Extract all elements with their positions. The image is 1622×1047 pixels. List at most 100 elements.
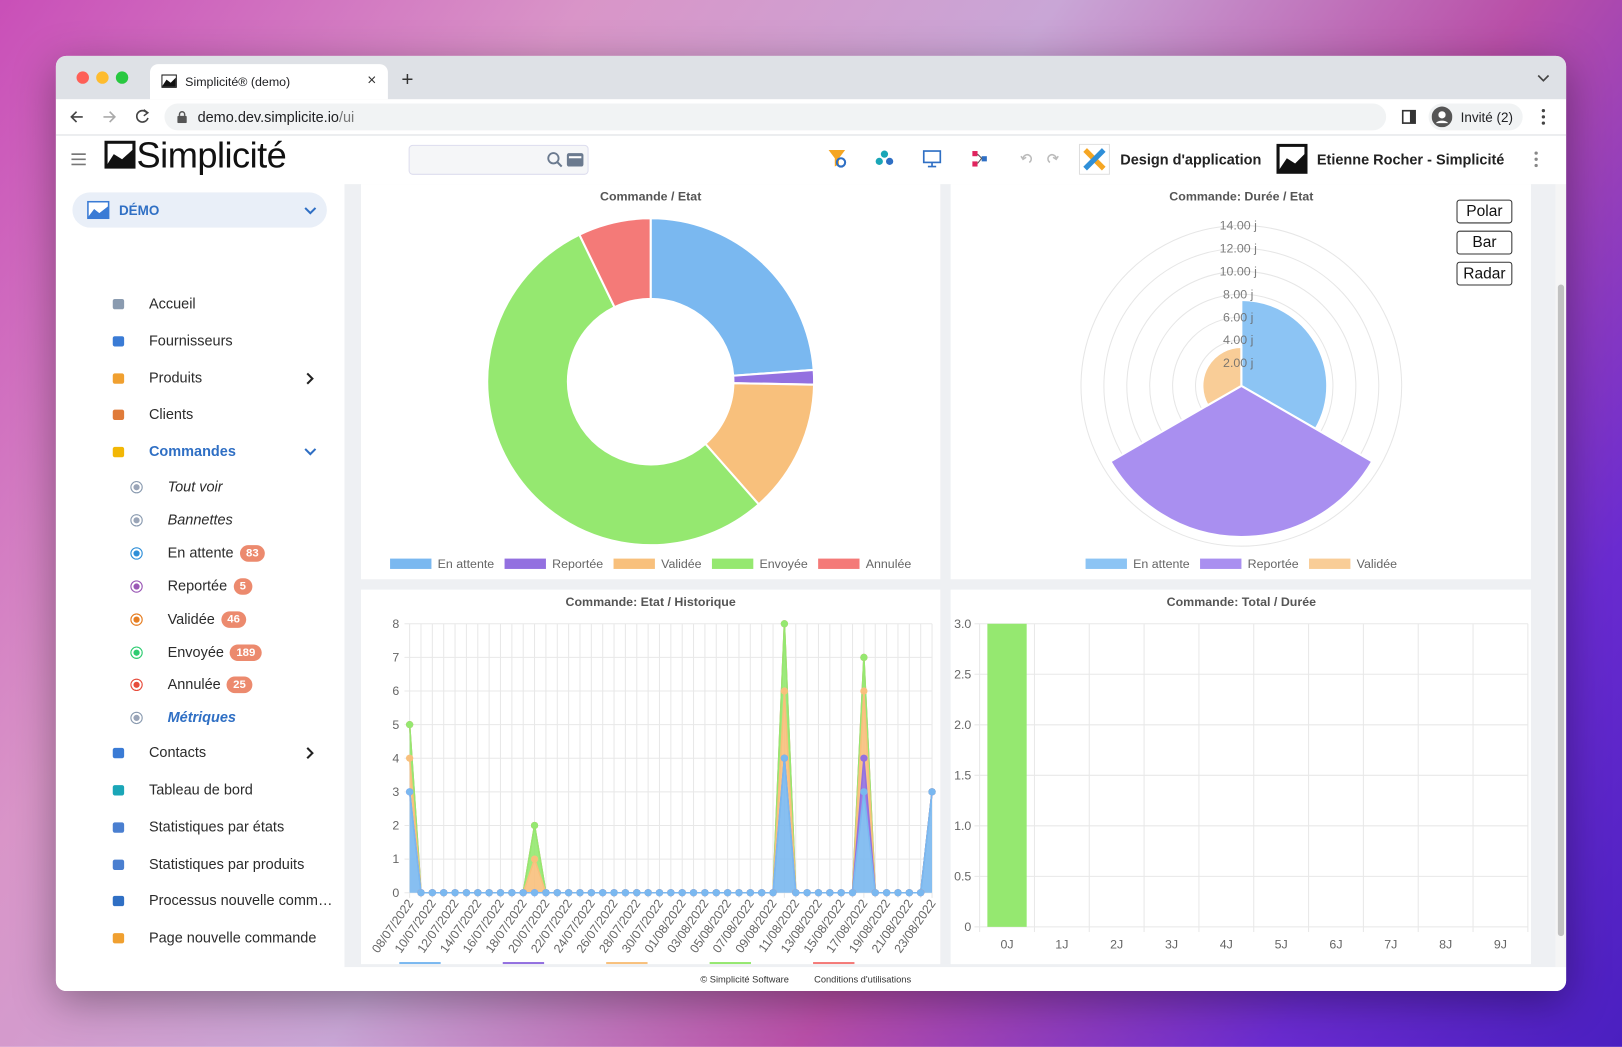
point[interactable] [917,889,925,897]
polar-sector[interactable] [1240,298,1329,431]
new-tab[interactable]: + [401,68,414,92]
scrollbar[interactable] [1555,184,1567,968]
side-panel-icon[interactable] [1401,109,1416,124]
point[interactable] [417,889,425,897]
search-box[interactable] [408,144,589,175]
point[interactable] [462,889,471,897]
browser-menu[interactable] [1541,109,1546,126]
nav-item[interactable]: Commandes [56,441,345,464]
legend-item[interactable]: Reportée [1200,557,1299,571]
point[interactable] [406,754,414,762]
point[interactable] [519,889,527,897]
legend-item[interactable]: Reportée [504,557,604,571]
maximize-window[interactable] [115,71,129,84]
scroll-thumb[interactable] [1557,284,1565,937]
nav-item[interactable]: Statistiques par produits [56,853,345,876]
point[interactable] [803,889,811,897]
nav-item[interactable]: Page nouvelle commande [56,927,345,950]
point[interactable] [587,889,595,897]
point[interactable] [485,889,493,897]
scope[interactable]: Design d'application [1120,151,1262,168]
point[interactable] [496,889,505,897]
point[interactable] [746,889,754,897]
nav-item[interactable]: Contacts [56,742,345,765]
point[interactable] [474,889,482,897]
nav-subitem[interactable]: Annulée 25 [56,674,345,697]
point[interactable] [406,721,414,729]
nav-item[interactable]: Clients [56,404,345,427]
menu-toggle[interactable] [71,153,86,166]
close-window[interactable] [76,71,89,84]
nav-subitem[interactable]: Reportée 5 [56,575,345,598]
point[interactable] [837,889,845,897]
nav-buttons[interactable] [68,109,171,126]
point[interactable] [826,889,834,897]
point[interactable] [758,889,766,897]
point[interactable] [451,889,459,897]
nav-subitem[interactable]: Bannettes [56,509,345,532]
close-tab[interactable]: × [367,71,377,89]
chart-switch-button[interactable]: Bar [1456,230,1513,255]
point[interactable] [440,889,448,897]
domain-header[interactable]: DÉMO [72,192,327,228]
point[interactable] [871,889,879,897]
tab-menu[interactable] [1537,74,1550,82]
point[interactable] [621,889,630,897]
legend-item[interactable]: Annulée [818,557,911,571]
polar-sector[interactable] [1201,345,1243,407]
point[interactable] [780,754,789,762]
nav-item[interactable]: Tableau de bord [56,779,345,802]
point[interactable] [701,889,709,897]
legend-item[interactable]: En attente [390,557,494,571]
point[interactable] [882,889,891,897]
point[interactable] [860,754,868,762]
point[interactable] [860,687,868,695]
nav-subitem[interactable]: Envoyée 189 [56,641,345,664]
point[interactable] [689,889,698,897]
point[interactable] [769,889,777,897]
donut-slice[interactable] [577,217,652,309]
point[interactable] [428,889,436,897]
point[interactable] [712,889,720,897]
point[interactable] [667,889,675,897]
point[interactable] [530,855,539,863]
point[interactable] [928,788,936,796]
point[interactable] [599,889,607,897]
point[interactable] [644,889,652,897]
point[interactable] [530,821,539,830]
logo[interactable]: Simplicité [136,135,287,176]
terms-link[interactable]: Conditions d'utilisations [814,974,912,985]
donut-slice[interactable] [649,217,815,377]
legend-item[interactable]: Validée [1309,557,1397,571]
app-menu[interactable] [1534,151,1538,168]
toolbar-icons[interactable] [827,148,1065,171]
point[interactable] [792,889,800,897]
point[interactable] [780,687,789,695]
point[interactable] [530,889,539,897]
point[interactable] [678,889,686,897]
nav-item[interactable]: Processus nouvelle comm… [56,890,345,913]
point[interactable] [610,889,618,897]
nav-subitem[interactable]: Tout voir [56,476,345,499]
point[interactable] [860,788,868,796]
donut-slice[interactable] [486,233,761,547]
point[interactable] [406,788,414,796]
legend-item[interactable]: Validée [613,557,702,571]
profile[interactable]: Invité (2) [1428,103,1523,131]
nav-item[interactable]: Fournisseurs [56,330,345,353]
user-name[interactable]: Etienne Rocher - Simplicité [1316,151,1505,168]
user-avatar[interactable] [1276,143,1308,175]
point[interactable] [723,889,732,897]
nav-subitem[interactable]: Métriques [56,707,345,730]
point[interactable] [633,889,641,897]
point[interactable] [735,889,743,897]
minimize-window[interactable] [96,71,109,84]
chart-switch-button[interactable]: Radar [1456,261,1513,286]
chart-switch-button[interactable]: Polar [1456,199,1513,224]
point[interactable] [905,889,913,897]
nav-item[interactable]: Statistiques par états [56,816,345,839]
nav-subitem[interactable]: Validée 46 [56,608,345,631]
legend-item[interactable]: En attente [1085,557,1190,571]
point[interactable] [780,620,789,628]
point[interactable] [576,889,584,897]
